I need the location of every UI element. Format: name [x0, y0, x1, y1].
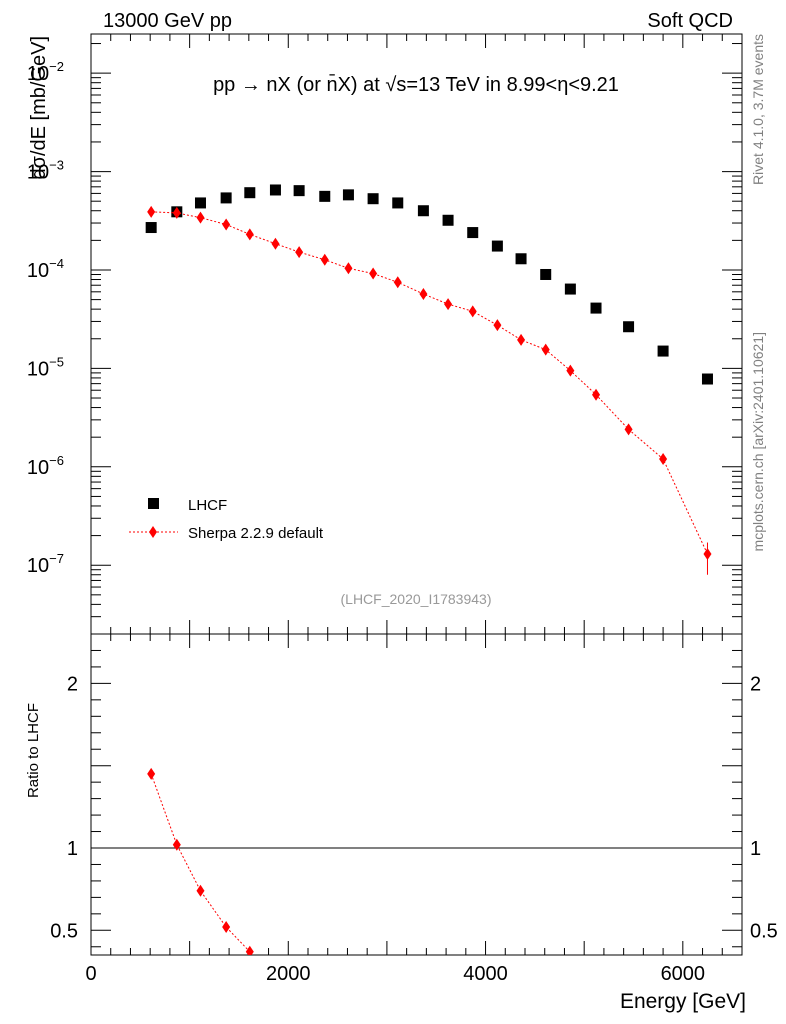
sherpa-point	[147, 205, 156, 218]
lhcf-point	[590, 302, 602, 314]
x-axis-label: Energy [GeV]	[620, 990, 746, 1013]
ratio-y-tick-label-right: 0.5	[750, 920, 778, 942]
header-left: 13000 GeV pp	[103, 10, 232, 32]
sherpa-point	[419, 288, 428, 301]
lhcf-point	[701, 373, 713, 385]
legend: LHCF Sherpa 2.2.9 default	[129, 497, 324, 542]
lhcf-point	[367, 193, 379, 205]
x-tick-label: 4000	[463, 963, 508, 985]
header-right: Soft QCD	[647, 10, 733, 32]
legend-label-sherpa: Sherpa 2.2.9 default	[188, 525, 324, 542]
ratio-plot-frame	[90, 633, 743, 956]
x-tick-label: 6000	[661, 963, 706, 985]
ratio-point	[172, 838, 181, 851]
axis-ticks: 0 2000 4000 600010−710−610−510−410−310−20.5…	[27, 34, 778, 985]
lhcf-point	[319, 190, 331, 202]
sherpa-point	[493, 319, 502, 332]
lhcf-point	[515, 253, 527, 265]
y-tick-label: 10−6	[27, 453, 64, 479]
lhcf-point	[392, 197, 404, 209]
sherpa-point	[517, 333, 526, 346]
ratio-line	[150, 773, 251, 953]
ratio-y-tick-label: 0.5	[50, 920, 78, 942]
rivet-label: Rivet 4.1.0, 3.7M events	[750, 34, 766, 185]
lhcf-point	[491, 240, 503, 252]
lhcf-point	[467, 227, 479, 239]
analysis-id: (LHCF_2020_I1783943)	[341, 591, 492, 607]
legend-label-lhcf: LHCF	[188, 497, 227, 514]
lhcf-point	[145, 222, 157, 234]
sherpa-point	[592, 388, 601, 401]
legend-marker-lhcf	[148, 498, 159, 509]
lhcf-point	[244, 187, 256, 199]
sherpa-line	[151, 211, 708, 555]
sherpa-point	[271, 237, 280, 250]
lhcf-point	[657, 345, 669, 357]
lhcf-point	[269, 184, 281, 196]
y-tick-label: 10−7	[27, 551, 64, 577]
ratio-point	[222, 921, 231, 934]
lhcf-point	[342, 189, 354, 201]
sherpa-point	[369, 267, 378, 280]
sherpa-point	[320, 253, 329, 266]
ratio-y-axis-label: Ratio to LHCF	[25, 703, 42, 798]
sherpa-point	[541, 343, 550, 356]
sherpa-point	[196, 211, 205, 224]
x-tick-label: 2000	[266, 963, 311, 985]
mcplots-label: mcplots.cern.ch [arXiv:2401.10621]	[750, 332, 766, 551]
sherpa-point	[344, 262, 353, 275]
plot-title: pp → nX (or n̄X) at √s=13 TeV in 8.99<η<…	[213, 73, 619, 96]
sherpa-point	[222, 218, 231, 231]
ratio-y-tick-label-right: 2	[750, 673, 761, 695]
sherpa-point	[566, 364, 575, 377]
sherpa-point	[245, 228, 254, 241]
lhcf-point	[564, 283, 576, 295]
lhcf-point	[623, 321, 635, 333]
sherpa-point	[172, 206, 181, 219]
ratio-y-tick-label: 2	[67, 673, 78, 695]
lhcf-point	[220, 192, 232, 204]
sherpa-point	[295, 246, 304, 259]
main-plot-frame	[90, 33, 743, 635]
lhcf-point	[194, 197, 206, 209]
y-tick-label: 10−5	[27, 354, 64, 380]
ratio-y-tick-label: 1	[67, 838, 78, 860]
ratio-y-tick-label-right: 1	[750, 838, 761, 860]
legend-marker-sherpa	[149, 526, 157, 538]
lhcf-point	[442, 214, 454, 226]
y-tick-label: 10−4	[27, 256, 64, 282]
sherpa-point	[444, 298, 453, 311]
lhcf-point	[540, 268, 552, 280]
x-tick-label: 0	[85, 963, 96, 985]
lhcf-point	[293, 185, 305, 197]
sherpa-point	[659, 453, 668, 466]
sherpa-point	[624, 423, 633, 436]
ratio-point	[147, 767, 156, 780]
ratio-point	[245, 945, 254, 955]
ratio-point	[196, 884, 205, 897]
sherpa-point	[468, 305, 477, 318]
lhcf-point	[417, 205, 429, 217]
sherpa-point	[393, 276, 402, 289]
data-marks	[145, 184, 713, 955]
main-y-axis-label: dσ/dE [mb/GeV]	[28, 36, 50, 180]
